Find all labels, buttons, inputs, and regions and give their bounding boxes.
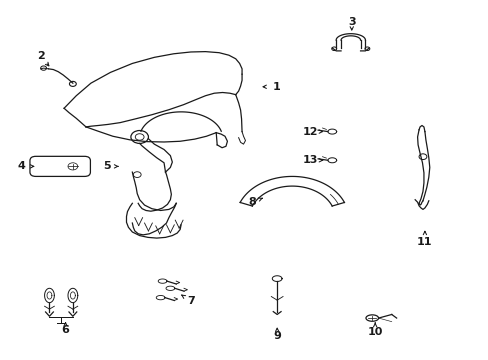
Text: 8: 8 bbox=[247, 197, 255, 207]
Text: 3: 3 bbox=[347, 17, 355, 27]
Text: 2: 2 bbox=[37, 51, 44, 61]
Text: 7: 7 bbox=[186, 296, 194, 306]
Text: 13: 13 bbox=[302, 155, 317, 165]
Text: 1: 1 bbox=[272, 82, 280, 92]
Text: 9: 9 bbox=[273, 331, 281, 341]
Text: 4: 4 bbox=[17, 161, 25, 171]
Text: 12: 12 bbox=[302, 127, 317, 136]
Text: 5: 5 bbox=[103, 161, 111, 171]
Text: 6: 6 bbox=[61, 325, 69, 335]
Text: 11: 11 bbox=[416, 237, 432, 247]
Text: 10: 10 bbox=[367, 327, 382, 337]
